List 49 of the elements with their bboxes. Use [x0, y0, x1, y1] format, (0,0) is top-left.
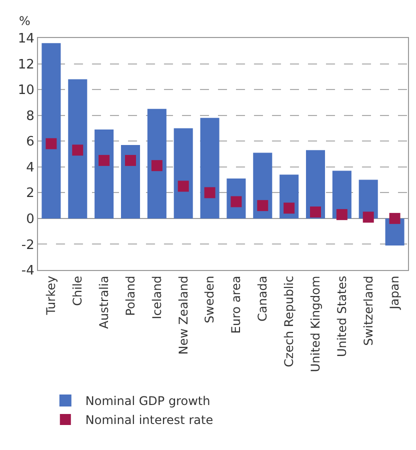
y-tick-label: -4	[21, 264, 34, 279]
y-tick-label: 14	[18, 32, 34, 47]
bar	[94, 130, 114, 218]
y-tick-label: 4	[26, 160, 34, 176]
point	[362, 212, 374, 223]
point	[98, 154, 110, 166]
y-tick-label: 0	[26, 212, 34, 227]
y-tick-label: 8	[26, 108, 34, 124]
y-tick-label: 12	[18, 57, 34, 72]
point	[178, 180, 189, 192]
point	[46, 138, 57, 150]
bar	[42, 43, 61, 218]
point	[284, 202, 295, 214]
x-tick-label: Japan	[388, 276, 402, 310]
point	[310, 206, 321, 218]
x-tick-label: Chile	[70, 276, 85, 306]
x-tick-label: Australia	[96, 276, 111, 329]
x-tick-label: United Kingdom	[308, 276, 322, 372]
legend-label: Nominal GDP growth	[85, 394, 210, 408]
bar	[253, 152, 272, 218]
bar	[306, 150, 326, 218]
x-tick-label: Sweden	[202, 276, 217, 324]
x-tick-label: Iceland	[150, 276, 164, 320]
x-tick-label: United States	[334, 276, 349, 358]
bar	[174, 128, 193, 218]
bar	[68, 79, 88, 218]
point	[72, 144, 84, 156]
point	[257, 200, 268, 212]
x-tick-label: Poland	[123, 276, 138, 316]
point	[336, 209, 348, 220]
point	[125, 154, 136, 166]
y-tick-label: -2	[21, 238, 34, 253]
point	[389, 212, 400, 224]
x-tick-label: New Zealand	[176, 276, 190, 355]
x-tick-label: Switzerland	[361, 276, 376, 346]
bar	[200, 118, 220, 218]
y-axis-title: %	[19, 14, 30, 28]
x-tick-label: Euro area	[229, 276, 244, 334]
x-tick-label: Turkey	[44, 276, 58, 316]
y-tick-label: 6	[26, 134, 34, 150]
bar	[120, 144, 140, 218]
x-tick-label: Canada	[256, 276, 270, 322]
point	[151, 160, 162, 172]
point	[204, 187, 216, 198]
legend-label: Nominal interest rate	[85, 413, 214, 428]
y-tick-label: 2	[26, 186, 34, 202]
x-tick-label: Czech Republic	[282, 276, 296, 368]
bar	[147, 108, 166, 218]
y-tick-label: 10	[18, 83, 34, 98]
